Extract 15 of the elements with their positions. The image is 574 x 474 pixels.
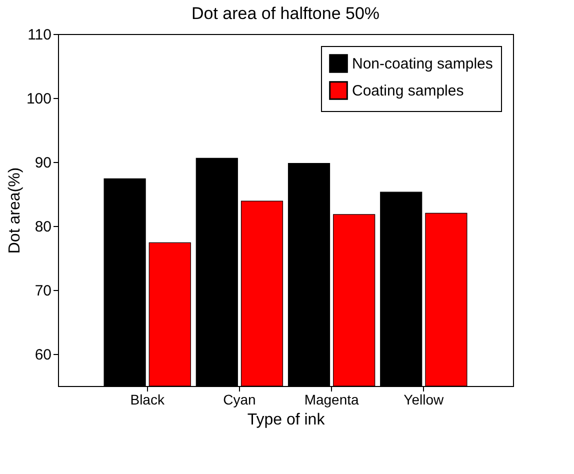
y-tick-label: 100 (26, 90, 52, 108)
x-tick-label: Black (130, 392, 166, 408)
x-tick-label: Yellow (404, 392, 445, 408)
legend-label: Coating samples (352, 82, 464, 100)
y-tick-label: 70 (34, 282, 52, 300)
legend-label: Non-coating samples (352, 56, 493, 72)
y-tick-label: 110 (28, 26, 52, 44)
y-tick-label: 80 (34, 218, 52, 236)
y-axis-title: Dot area(%) (6, 167, 24, 254)
x-tick-label: Cyan (223, 392, 256, 408)
x-tick-label: Magenta (304, 392, 360, 408)
chart-title: Dot area of halftone 50% (191, 4, 380, 23)
y-tick-label: 60 (34, 346, 52, 364)
y-tick-label: 90 (34, 154, 52, 172)
x-axis-title: Type of ink (247, 412, 326, 428)
